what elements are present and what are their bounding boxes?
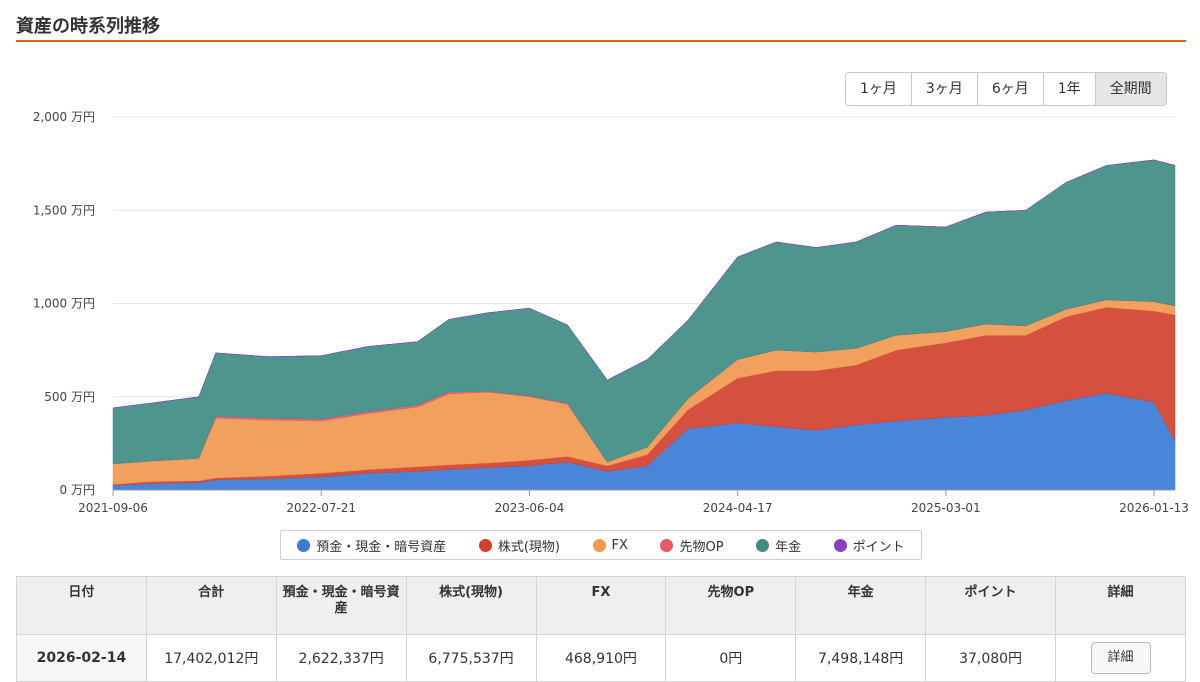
cell-pension: 7,498,148円: [795, 634, 927, 682]
y-tick-label: 0 万円: [60, 483, 95, 497]
cell-fx: 468,910円: [535, 634, 667, 682]
legend-item-3[interactable]: 先物OP: [660, 536, 724, 555]
cell-futures: 0円: [665, 634, 797, 682]
table-header-8: 詳細: [1055, 576, 1186, 635]
legend-item-4[interactable]: 年金: [756, 536, 801, 555]
cell-total: 17,402,012円: [145, 634, 277, 682]
legend-item-5[interactable]: ポイント: [833, 536, 905, 555]
table-header-3: 株式(現物): [405, 576, 537, 635]
period-button-1[interactable]: 3ヶ月: [911, 73, 978, 105]
title-underline: [16, 40, 1186, 42]
table-header-row: 日付 合計 預金・現金・暗号資産 株式(現物) FX 先物OP 年金 ポイント 詳細: [16, 576, 1186, 635]
x-tick-label: 2026-01-13: [1119, 501, 1189, 515]
x-tick-label: 2024-04-17: [703, 501, 773, 515]
legend-dot: [592, 538, 606, 552]
period-button-3[interactable]: 1年: [1043, 73, 1096, 105]
legend-label: 先物OP: [679, 539, 724, 555]
y-tick-label: 1,500 万円: [33, 203, 95, 217]
legend-dot: [297, 538, 311, 552]
table-header-4: FX: [535, 576, 667, 635]
period-button-2[interactable]: 6ヶ月: [977, 73, 1044, 105]
legend-dot: [660, 538, 674, 552]
y-tick-label: 2,000 万円: [33, 110, 95, 124]
period-selector: 1ヶ月 3ヶ月 6ヶ月 1年 全期間: [845, 72, 1167, 106]
y-tick-label: 1,000 万円: [33, 297, 95, 311]
table-header-5: 先物OP: [665, 576, 797, 635]
legend-dot: [833, 538, 847, 552]
x-tick-label: 2021-09-06: [78, 501, 148, 515]
legend-label: ポイント: [852, 539, 905, 555]
asset-area-chart: 0 万円 500 万円 1,000 万円 1,500 万円 2,000 万円 2021-0…: [33, 110, 1189, 515]
y-tick-label: 500 万円: [44, 390, 95, 404]
table-header-1: 合計: [145, 576, 277, 635]
page-title: 資産の時系列推移: [16, 16, 160, 37]
cell-detail: 詳細: [1055, 634, 1186, 682]
legend-item-0[interactable]: 預金・現金・暗号資産: [297, 536, 446, 555]
table-header-0: 日付: [16, 576, 147, 635]
table-row: 2026-02-14 17,402,012円 2,622,337円 6,775,…: [16, 634, 1186, 682]
legend-label: 預金・現金・暗号資産: [316, 539, 447, 555]
legend-item-2[interactable]: FX: [592, 537, 628, 553]
table-header-7: ポイント: [925, 576, 1056, 635]
cell-points: 37,080円: [925, 634, 1056, 682]
cell-deposit: 2,622,337円: [275, 634, 407, 682]
detail-button[interactable]: 詳細: [1090, 642, 1151, 674]
chart-legend: 預金・現金・暗号資産 株式(現物) FX 先物OP 年金 ポイント: [280, 530, 922, 560]
cell-date: 2026-02-14: [16, 634, 147, 682]
legend-label: FX: [611, 537, 628, 553]
x-tick-label: 2022-07-21: [286, 501, 356, 515]
legend-dot: [756, 538, 770, 552]
table-header-6: 年金: [795, 576, 927, 635]
table-header-2: 預金・現金・暗号資産: [275, 576, 407, 635]
period-button-0[interactable]: 1ヶ月: [846, 73, 912, 105]
x-tick-label: 2023-06-04: [495, 501, 565, 515]
x-tick-label: 2025-03-01: [911, 501, 981, 515]
legend-label: 年金: [775, 539, 802, 555]
legend-dot: [478, 538, 492, 552]
period-button-4[interactable]: 全期間: [1095, 73, 1166, 105]
series-area-5: [112, 159, 1176, 409]
legend-item-1[interactable]: 株式(現物): [478, 536, 560, 555]
legend-label: 株式(現物): [497, 539, 560, 555]
cell-stock: 6,775,537円: [405, 634, 537, 682]
asset-table: 日付 合計 預金・現金・暗号資産 株式(現物) FX 先物OP 年金 ポイント 詳細 2026-…: [16, 576, 1186, 682]
